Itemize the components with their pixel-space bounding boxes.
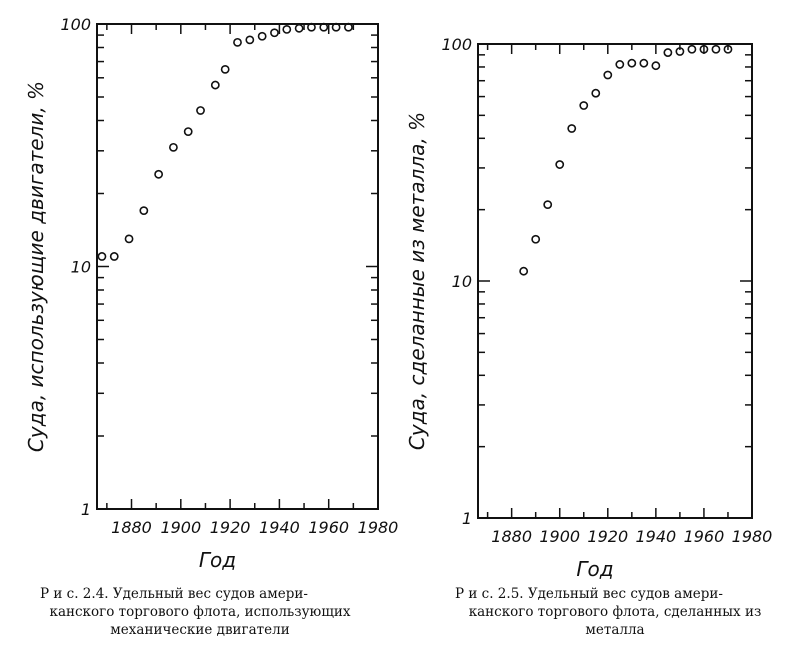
- data-points: [97, 22, 353, 261]
- y-tick-label: 100: [441, 35, 472, 54]
- y-axis-title: Суда, сделанные из металла, %: [405, 112, 429, 450]
- x-tick-label: 1900: [539, 527, 580, 546]
- x-tick-label: 1960: [684, 527, 725, 546]
- data-point: [270, 28, 279, 38]
- y-tick-label: 1: [81, 500, 91, 519]
- data-point: [257, 31, 267, 41]
- data-point: [169, 142, 178, 152]
- y-ticks: [478, 54, 752, 448]
- data-point: [233, 37, 242, 47]
- caption-line: механические двигатели: [110, 622, 290, 638]
- data-point: [543, 200, 553, 210]
- x-axis-title: Год: [199, 548, 236, 572]
- data-point: [139, 206, 149, 216]
- data-point: [124, 234, 134, 244]
- caption-line: канского торгового флота, сделанных из: [468, 604, 762, 620]
- caption-line: металла: [585, 622, 645, 638]
- data-point: [196, 106, 205, 115]
- data-point: [183, 127, 193, 136]
- y-axis-title: Суда, использующие двигатели, %: [24, 81, 48, 452]
- data-point: [651, 61, 661, 71]
- x-tick-label: 1920: [587, 527, 628, 546]
- y-tick-label: 10: [452, 272, 472, 291]
- data-point: [603, 70, 613, 80]
- y-ticks: [97, 34, 378, 437]
- x-ticks: [486, 44, 729, 518]
- x-tick-label: 1880: [111, 518, 152, 537]
- x-tick-label: 1980: [732, 527, 773, 546]
- data-point: [567, 124, 577, 133]
- data-point: [282, 25, 292, 34]
- data-point: [699, 44, 709, 54]
- data-point: [711, 44, 721, 54]
- data-point: [615, 60, 625, 69]
- data-point: [331, 22, 341, 32]
- x-tick-label: 1880: [491, 527, 532, 546]
- data-point: [519, 266, 529, 276]
- x-tick-label: 1900: [160, 518, 201, 537]
- data-point: [109, 252, 119, 261]
- y-tick-label: 10: [71, 258, 91, 277]
- x-axis-title: Год: [576, 557, 613, 581]
- data-point: [245, 35, 255, 45]
- caption-fig-2-4: Р и с. 2.4. Удельный вес судов амери- ка…: [40, 585, 360, 639]
- y-tick-label: 1: [462, 509, 472, 528]
- data-point: [663, 48, 673, 57]
- chart-2: 1880 1900 1920 1940 1960 1980 1 10 100 Год Суда, с…: [405, 35, 772, 581]
- data-point: [319, 22, 329, 32]
- x-tick-label: 1920: [210, 518, 251, 537]
- y-tick-label: 100: [60, 15, 91, 34]
- caption-line: Р и с. 2.4. Удельный вес судов амери-: [40, 586, 308, 602]
- caption-line: канского торгового флота, использующих: [49, 604, 351, 620]
- data-point: [531, 234, 541, 244]
- x-tick-label: 1940: [259, 518, 300, 537]
- data-point: [687, 44, 697, 54]
- plot-frame: [477, 43, 753, 519]
- data-point: [97, 252, 107, 261]
- caption-line: Р и с. 2.5. Удельный вес судов амери-: [455, 586, 723, 602]
- data-point: [627, 58, 637, 68]
- data-point: [675, 47, 685, 56]
- plot-frame: [96, 23, 379, 510]
- data-points: [519, 44, 733, 276]
- data-point: [210, 80, 220, 90]
- data-point: [591, 88, 601, 98]
- data-point: [723, 44, 733, 54]
- x-tick-label: 1980: [358, 518, 399, 537]
- caption-fig-2-5: Р и с. 2.5. Удельный вес судов амери- ка…: [455, 585, 775, 639]
- x-tick-label: 1960: [308, 518, 349, 537]
- data-point: [639, 58, 649, 68]
- chart-1: 1880 1900 1920 1940 1960 1980 1 10 100 Год Суда, и…: [24, 15, 398, 572]
- data-point: [154, 169, 164, 179]
- x-tick-label: 1940: [636, 527, 677, 546]
- data-point: [555, 160, 565, 169]
- data-point: [579, 101, 589, 110]
- data-point: [344, 22, 353, 32]
- data-point: [294, 23, 304, 33]
- data-point: [307, 22, 316, 32]
- x-ticks: [106, 24, 355, 509]
- data-point: [220, 64, 230, 74]
